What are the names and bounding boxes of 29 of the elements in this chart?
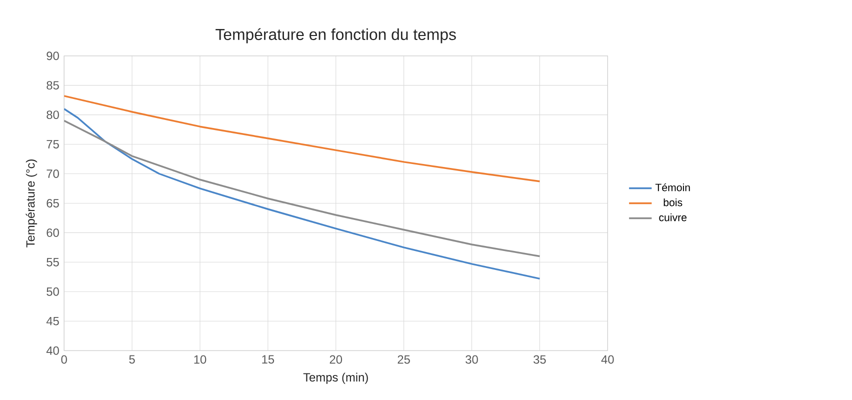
y-tick-label: 70 — [46, 170, 59, 178]
y-tick-label: 80 — [46, 110, 59, 120]
y-tick-label: 45 — [46, 317, 59, 326]
y-tick-label: 60 — [46, 228, 59, 238]
y-tick-label: 85 — [46, 81, 59, 90]
legend-label: bois — [664, 198, 682, 206]
y-tick-label: 55 — [46, 258, 59, 267]
x-tick-label: 25 — [398, 355, 410, 364]
x-tick-label: 5 — [129, 355, 135, 364]
x-axis-title: Temps (min) — [303, 373, 368, 384]
y-tick-label: 65 — [46, 199, 59, 208]
x-tick-label: 15 — [262, 355, 274, 364]
y-tick-label: 50 — [46, 288, 59, 296]
x-tick-label: 35 — [534, 355, 546, 364]
x-tick-label: 30 — [466, 355, 478, 364]
legend-label: Témoin — [655, 184, 690, 192]
legend-label: cuivre — [659, 214, 687, 222]
y-axis-title: Température (°c) — [26, 160, 38, 248]
line-series — [64, 95, 541, 182]
y-tick-label: 90 — [46, 52, 59, 60]
line-series — [64, 108, 541, 280]
chart-title: Température en fonction du temps — [216, 28, 456, 44]
x-tick-label: 20 — [330, 355, 342, 364]
y-tick-label: 75 — [46, 140, 59, 149]
y-tick-label: 40 — [46, 346, 59, 356]
x-tick-label: 10 — [194, 355, 206, 364]
line-series — [64, 120, 541, 258]
x-tick-label: 0 — [61, 355, 67, 364]
x-tick-label: 40 — [601, 355, 614, 364]
